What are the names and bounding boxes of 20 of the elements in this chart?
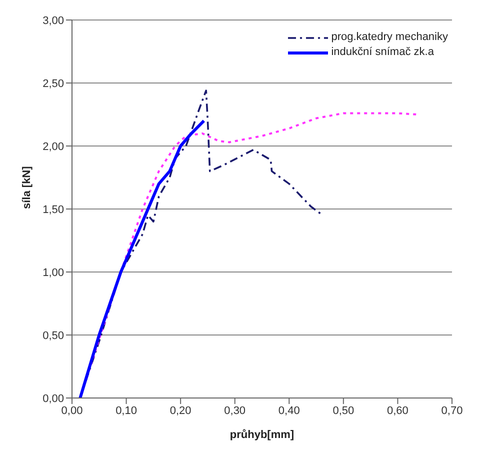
x-tick-label: 0,00 [61,404,83,417]
y-tick-label: 0,50 [42,330,64,342]
x-tick-label: 0,10 [116,404,137,417]
x-tick-label: 0,50 [332,404,354,417]
y-tick-label: 0,00 [42,392,64,405]
x-tick-label: 0,70 [441,404,463,417]
x-tick-label: 0,60 [387,404,408,417]
y-tick-label: 2,00 [42,140,64,153]
y-tick-label: 1,00 [42,266,64,279]
x-axis-title: průhyb[mm] [230,429,294,441]
y-axis-title: síla [kN] [20,166,33,209]
x-tick-label: 0,40 [278,404,300,417]
line-series [78,119,206,398]
y-tick-label: 2,50 [42,78,64,90]
y-tick-label: 3,00 [42,14,64,27]
x-tick-label: 0,30 [224,404,246,417]
legend-label: indukční snímač zk.a [331,45,434,60]
legend-label: prog.katedry mechaniky [331,30,448,45]
x-tick-label: 0,20 [170,404,192,417]
y-tick-label: 1,50 [42,204,64,216]
